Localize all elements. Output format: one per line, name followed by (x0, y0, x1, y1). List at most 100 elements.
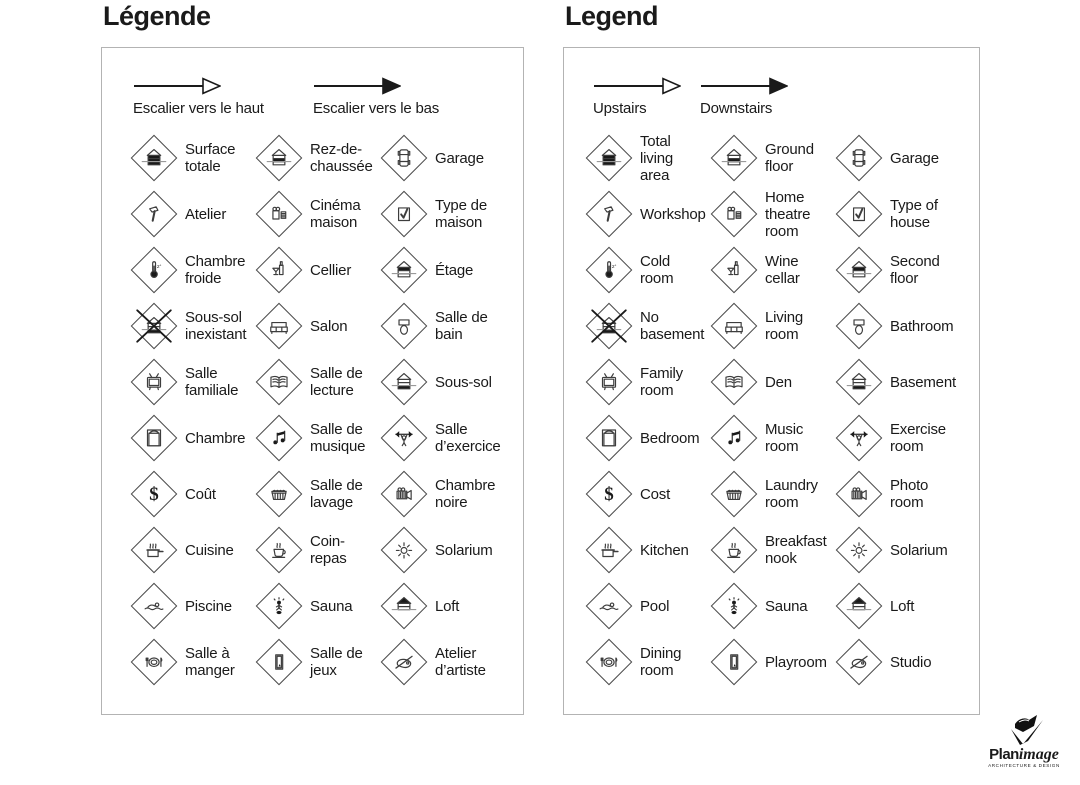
workshop-icon (585, 190, 633, 238)
legend-row: 2° Cold room Wine cellar Second floor (564, 242, 979, 298)
cost-icon: $ (130, 470, 178, 518)
music-room-icon (710, 414, 758, 462)
legend-item: Salon (255, 302, 380, 350)
logo-brand-image: image (1018, 746, 1059, 763)
legend-item-label: Living room (765, 309, 803, 343)
legend-item-label: Atelier (185, 205, 227, 223)
legend-item: Living room (710, 302, 835, 350)
bathroom-icon (835, 302, 883, 350)
legend-item: Laundry room (710, 470, 835, 518)
dining-room-icon (585, 638, 633, 686)
legend-item: Chambre noire (380, 470, 523, 518)
legend-row: Sous-sol inexistant Salon Salle de bain (102, 298, 523, 354)
garage-icon (835, 134, 883, 182)
garage-icon (380, 134, 428, 182)
legend-item: Home theatre room (710, 189, 835, 240)
legend-item-label: Salle de musique (310, 421, 366, 455)
legend-item-label: Basement (890, 373, 956, 391)
legend-item-label: Chambre froide (185, 253, 246, 287)
legend-row: Kitchen Breakfast nook Solarium (564, 522, 979, 578)
up-arrow-icon (594, 77, 681, 95)
bedroom-icon (585, 414, 633, 462)
legend-item: Pool (585, 582, 710, 630)
legend-item: $ Coût (130, 470, 255, 518)
pool-icon (585, 582, 633, 630)
playroom-icon (710, 638, 758, 686)
legend-item-label: Workshop (640, 205, 706, 223)
legend-item-label: Solarium (435, 541, 493, 559)
legend-item-label: Salle de bain (435, 309, 488, 343)
legend-item: Type of house (835, 190, 979, 238)
arrow-label: Escalier vers le bas (313, 100, 440, 117)
down-arrow-icon (314, 77, 401, 95)
legend-item: Atelier d’artiste (380, 638, 523, 686)
legend-item-label: Chambre (185, 429, 246, 447)
legend-item: Music room (710, 414, 835, 462)
legend-row: Pool Sauna Loft (564, 578, 979, 634)
legend-row: Dining room Playroom Studio (564, 634, 979, 690)
legend-panel-fr: Escalier vers le haut Escalier vers le ba… (101, 47, 524, 715)
legend-item: Chambre (130, 414, 255, 462)
legend-item-label: Salle à manger (185, 645, 235, 679)
basement-icon (380, 358, 428, 406)
solarium-icon (835, 526, 883, 574)
loft-icon (835, 582, 883, 630)
legend-row: Piscine Sauna Loft (102, 578, 523, 634)
no-basement-icon (130, 302, 178, 350)
downstairs-arrow-group: Escalier vers le bas (313, 76, 439, 117)
legend-item: Salle de lecture (255, 358, 380, 406)
legend-item: Salle familiale (130, 358, 255, 406)
arrow-label: Downstairs (700, 100, 773, 117)
legend-item: Total living area (585, 133, 710, 184)
legend-item: Playroom (710, 638, 835, 686)
legend-item-label: Home theatre room (765, 188, 811, 240)
legend-item-label: Chambre noire (435, 477, 496, 511)
legend-item: Salle à manger (130, 638, 255, 686)
legend-item: Kitchen (585, 526, 710, 574)
legend-item: Sous-sol inexistant (130, 302, 255, 350)
planimage-logo: Planimage ARCHITECTURE & DESIGN (974, 714, 1074, 768)
logo-brand-plan: Plan (989, 746, 1019, 763)
ground-floor-icon (710, 134, 758, 182)
legend-item-label: Photo room (890, 477, 929, 511)
exercise-room-icon (835, 414, 883, 462)
legend-item-label: Exercise room (890, 421, 946, 455)
legend-row: Cuisine Coin- repas Solarium (102, 522, 523, 578)
legend-item-label: Surface totale (185, 141, 236, 175)
legend-item: Cellier (255, 246, 380, 294)
legend-item: Family room (585, 358, 710, 406)
legend-item: Atelier (130, 190, 255, 238)
legend-item: Salle de jeux (255, 638, 380, 686)
legend-item: Salle de bain (380, 302, 523, 350)
pool-icon (130, 582, 178, 630)
legend-item-label: Salon (310, 317, 348, 335)
legend-item-label: Sous-sol inexistant (185, 309, 247, 343)
legend-item: Breakfast nook (710, 526, 835, 574)
loft-icon (380, 582, 428, 630)
legend-item-label: Breakfast nook (765, 533, 827, 567)
upstairs-arrow-group: Upstairs (593, 76, 681, 117)
legend-item: Garage (835, 134, 979, 182)
legend-item-label: Bedroom (640, 429, 700, 447)
basement-icon (835, 358, 883, 406)
legend-item: Workshop (585, 190, 710, 238)
legend-item: Sous-sol (380, 358, 523, 406)
legend-item: Dining room (585, 638, 710, 686)
downstairs-arrow-group: Downstairs (700, 76, 788, 117)
total-area-icon (585, 134, 633, 182)
house-type-icon (380, 190, 428, 238)
playroom-icon (255, 638, 303, 686)
legend-title-fr: Légende (103, 1, 211, 31)
legend-row: $ Cost Laundry room Photo room (564, 466, 979, 522)
legend-item: No basement (585, 302, 710, 350)
legend-item-label: Salle de lecture (310, 365, 363, 399)
legend-row: Atelier Cinéma maison Type de maison (102, 186, 523, 242)
legend-title-en: Legend (565, 1, 659, 31)
legend-grid: Total living area Ground floor Garage Works… (564, 130, 979, 690)
legend-item-label: Coin- repas (310, 533, 347, 567)
laundry-room-icon (255, 470, 303, 518)
legend-item: Studio (835, 638, 979, 686)
legend-item: Coin- repas (255, 526, 380, 574)
studio-icon (380, 638, 428, 686)
svg-text:$: $ (149, 484, 158, 505)
